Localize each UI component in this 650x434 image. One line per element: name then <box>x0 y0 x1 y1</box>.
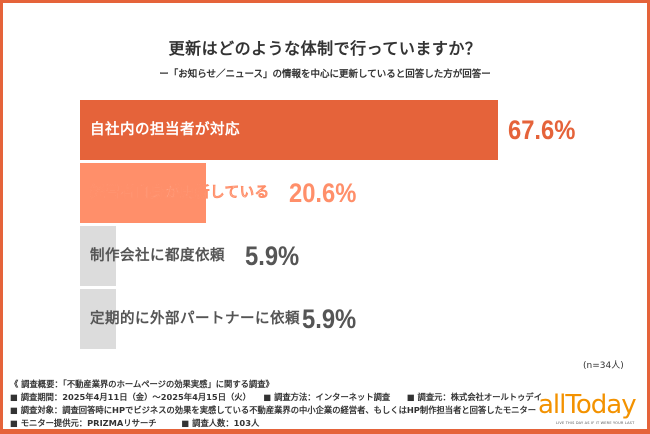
chart-subtitle: ー「お知らせ／ニュース」の情報を中心に更新していると回答した方が回答ー <box>159 69 491 80</box>
bar-label: 自社内の担当者が対応 <box>90 122 240 138</box>
alltoday-logo: allToday LIVE THIS DAY AS IF IT WERE YOU… <box>538 390 638 428</box>
bar-value: 5.9% <box>245 241 300 271</box>
bar <box>80 100 498 160</box>
survey-period-method-source: ■ 調査期間：2025年4月11日（金）〜2025年4月15日（火） ■ 調査方… <box>10 392 542 402</box>
chart-title: 更新はどのような体制で行っていますか？ <box>168 39 482 58</box>
bar-label: 定期的に外部パートナーに依頼 <box>90 311 300 327</box>
bar <box>80 163 206 223</box>
bar-value: 20.6% <box>289 178 357 208</box>
survey-target: ■ 調査対象：調査回答時にHPでビジネスの効果を実感している不動産業界の中小企業… <box>10 405 537 415</box>
logo-tagline: LIVE THIS DAY AS IF IT WERE YOUR LAST <box>556 421 635 425</box>
survey-overview-heading: 《 調査概要：「不動産業界のホームページの効果実感」に関する調査》 <box>10 379 274 389</box>
bar-label: 経営者自身が更新している <box>90 185 270 202</box>
bar-label: 制作会社に都度依頼 <box>90 248 225 264</box>
bar-value: 5.9% <box>302 304 357 334</box>
bar <box>80 226 116 286</box>
bar <box>80 289 116 349</box>
survey-overview: 《 調査概要：「不動産業界のホームページの効果実感」に関する調査》 ■ 調査期間… <box>10 378 542 430</box>
logo-wordmark: allToday <box>538 390 637 420</box>
sample-size-label: (n=34人) <box>583 361 624 371</box>
bar-value: 67.6% <box>508 115 576 145</box>
survey-provider-count: ■ モニター提供元：PRIZMAリサーチ ■ 調査人数：103人 <box>10 418 260 428</box>
